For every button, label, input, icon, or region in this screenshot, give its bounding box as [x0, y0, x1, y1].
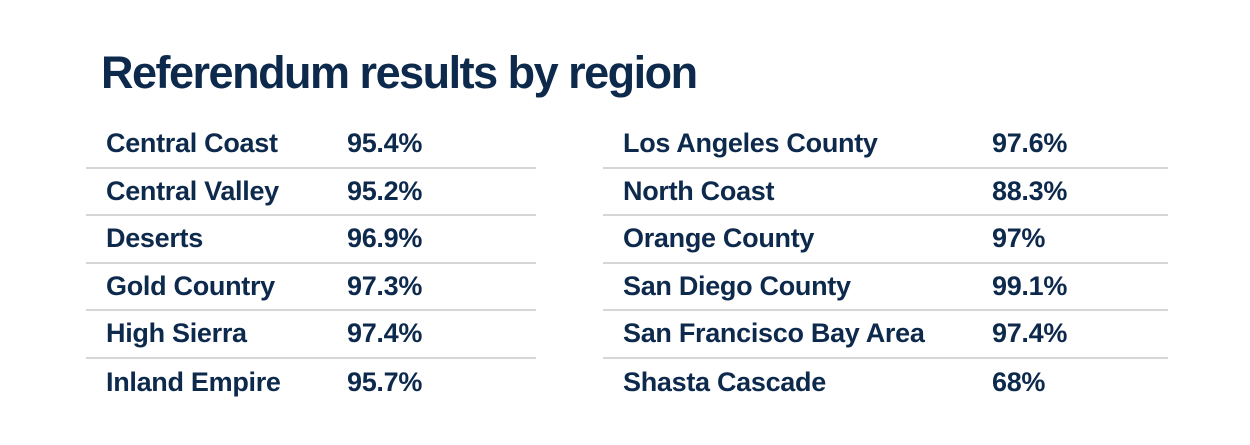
result-value: 97.4%: [992, 318, 1068, 349]
result-value: 95.4%: [347, 128, 423, 159]
result-value: 88.3%: [992, 175, 1068, 206]
table-row: High Sierra 97.4%: [86, 311, 536, 359]
result-value: 97.6%: [992, 128, 1068, 159]
region-label: Los Angeles County: [623, 128, 878, 159]
region-label: Shasta Cascade: [623, 366, 826, 397]
region-label: Central Coast: [106, 128, 278, 159]
result-value: 97.4%: [347, 318, 423, 349]
table-row: San Diego County 99.1%: [603, 264, 1168, 311]
result-value: 97.3%: [347, 270, 423, 301]
table-row: Central Coast 95.4%: [86, 121, 536, 169]
region-label: Inland Empire: [106, 366, 281, 397]
table-row: Inland Empire 95.7%: [86, 359, 536, 407]
result-value: 97%: [992, 223, 1046, 254]
table-row: Gold Country 97.3%: [86, 264, 536, 311]
result-value: 95.2%: [347, 175, 423, 206]
region-label: Central Valley: [106, 175, 279, 206]
region-label: High Sierra: [106, 318, 247, 349]
region-label: San Diego County: [623, 270, 851, 301]
region-label: San Francisco Bay Area: [623, 318, 925, 349]
region-label: Deserts: [106, 223, 203, 254]
result-value: 95.7%: [347, 366, 423, 397]
table-row: San Francisco Bay Area 97.4%: [603, 311, 1168, 359]
result-value: 96.9%: [347, 223, 423, 254]
table-row: Los Angeles County 97.6%: [603, 121, 1168, 169]
table-row: Orange County 97%: [603, 216, 1168, 264]
page-title: Referendum results by region: [101, 47, 698, 98]
results-table-right: Los Angeles County 97.6% North Coast 88.3% O…: [603, 121, 1168, 406]
result-value: 68%: [992, 366, 1046, 397]
region-label: North Coast: [623, 175, 775, 206]
table-row: North Coast 88.3%: [603, 169, 1168, 216]
table-row: Central Valley 95.2%: [86, 169, 536, 216]
table-row: Deserts 96.9%: [86, 216, 536, 264]
region-label: Orange County: [623, 223, 815, 254]
results-table-left: Central Coast 95.4% Central Valley 95.2% Des…: [86, 121, 536, 406]
region-label: Gold Country: [106, 270, 275, 301]
result-value: 99.1%: [992, 270, 1068, 301]
table-row: Shasta Cascade 68%: [603, 359, 1168, 407]
